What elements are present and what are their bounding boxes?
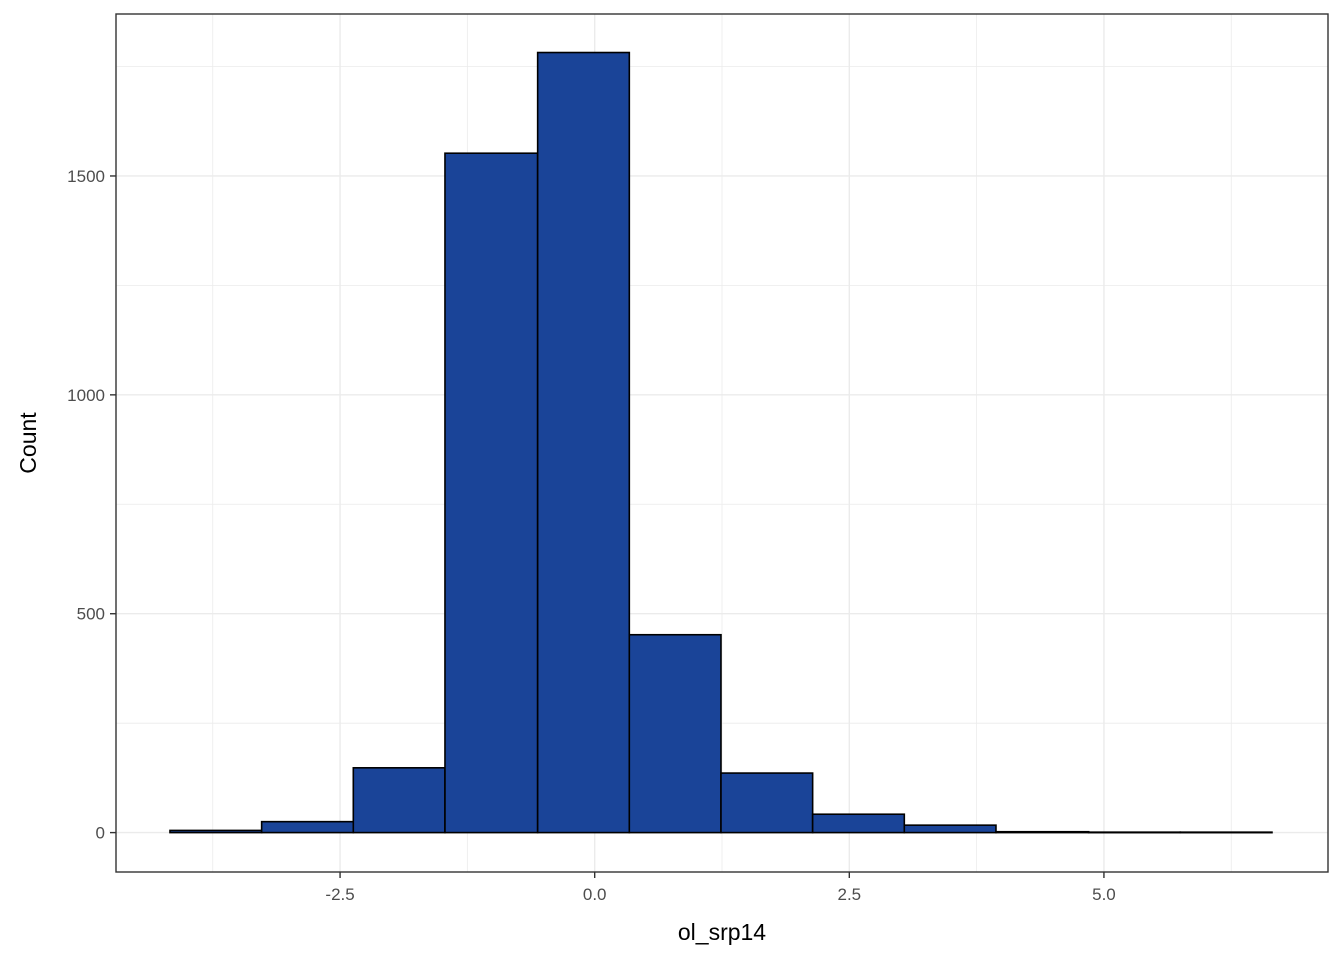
- histogram-bar: [260, 820, 355, 834]
- histogram-bar: [811, 813, 906, 834]
- x-tick-label: -2.5: [325, 885, 354, 904]
- histogram-bar: [995, 830, 1090, 834]
- x-tick-label: 5.0: [1092, 885, 1116, 904]
- panel-border: [115, 13, 1329, 873]
- y-tick-label: 1000: [67, 386, 105, 405]
- histogram-bar: [720, 772, 814, 834]
- histogram-bar: [352, 767, 446, 834]
- minor-gridlines: [116, 14, 1328, 872]
- histogram-bar: [536, 51, 631, 834]
- y-axis-title: Count: [15, 412, 41, 474]
- histogram-bar: [903, 824, 997, 834]
- histogram-bar: [444, 152, 539, 834]
- histogram-bar: [628, 633, 722, 834]
- histogram-bar: [1087, 831, 1182, 834]
- x-tick-label: 0.0: [583, 885, 607, 904]
- y-tick-label: 0: [96, 824, 105, 843]
- x-axis: -2.5 0.0 2.5 5.0: [325, 872, 1116, 904]
- x-axis-title: ol_srp14: [678, 919, 766, 945]
- y-tick-label: 500: [77, 605, 105, 624]
- histogram-bar: [169, 829, 263, 834]
- y-axis: 0 500 1000 1500: [67, 167, 116, 843]
- x-tick-label: 2.5: [837, 885, 861, 904]
- histogram-bar: [1179, 831, 1273, 834]
- y-tick-label: 1500: [67, 167, 105, 186]
- histogram-bars: [169, 51, 1273, 834]
